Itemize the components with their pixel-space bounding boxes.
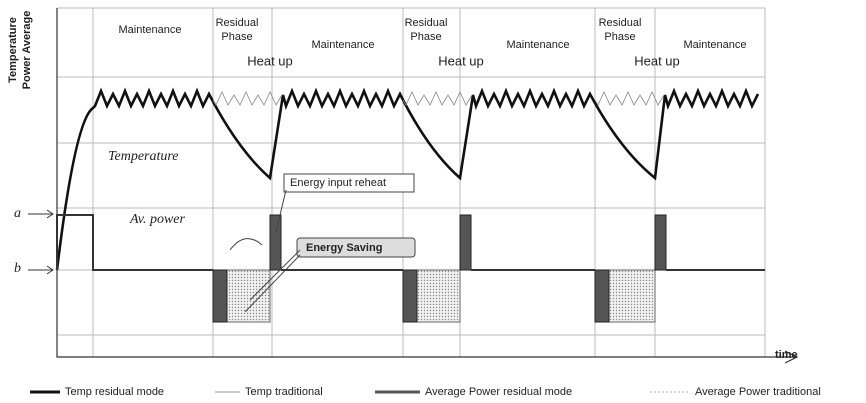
saving-area bbox=[226, 269, 271, 323]
residual-power bbox=[212, 269, 228, 323]
power-note: Av. power bbox=[129, 212, 186, 227]
phase-label: Residual Phase bbox=[599, 17, 642, 43]
temp-traditional bbox=[212, 91, 283, 106]
y-label: Temperature bbox=[7, 17, 19, 83]
level-b: b bbox=[14, 261, 21, 276]
callout-box bbox=[283, 173, 415, 193]
legend-label: Temp residual mode bbox=[65, 386, 164, 398]
level-a: a bbox=[14, 206, 21, 221]
phase-labels: Maintenance Residual Phase Heat up Maintenan… bbox=[119, 17, 747, 69]
phase-label: Maintenance bbox=[119, 24, 182, 36]
curves bbox=[55, 87, 765, 323]
power-residual bbox=[56, 214, 765, 271]
phase-label: Heat up bbox=[438, 53, 484, 68]
residual-power bbox=[402, 269, 418, 323]
y-label: Power Average bbox=[21, 11, 33, 90]
temp-residual bbox=[55, 87, 760, 271]
saving-area bbox=[608, 269, 656, 323]
energy-input: Energy input reheat bbox=[290, 177, 386, 189]
phase-label: Residual Phase bbox=[405, 17, 448, 43]
callout-lines bbox=[229, 189, 301, 313]
x-label: time bbox=[775, 349, 798, 361]
reheat-power bbox=[269, 214, 282, 271]
phase-label: Heat up bbox=[634, 53, 680, 68]
temp-traditional bbox=[402, 91, 473, 106]
temperature-note: Temperature bbox=[108, 149, 179, 164]
reheat-power bbox=[459, 214, 472, 271]
legend-label: Temp traditional bbox=[245, 386, 323, 398]
axis bbox=[56, 8, 799, 364]
legend-label: Average Power traditional bbox=[695, 386, 821, 398]
callout-box bbox=[296, 237, 416, 258]
legend-label: Average Power residual mode bbox=[425, 386, 572, 398]
phase-label: Residual Phase bbox=[216, 17, 259, 43]
reheat-power bbox=[654, 214, 667, 271]
temp-traditional bbox=[594, 91, 665, 106]
level-arrows bbox=[28, 209, 54, 275]
saving-area bbox=[416, 269, 461, 323]
phase-label: Maintenance bbox=[507, 39, 570, 51]
phase-label: Heat up bbox=[247, 53, 293, 68]
phase-label: Maintenance bbox=[312, 39, 375, 51]
residual-power bbox=[594, 269, 610, 323]
legend: Temp residual mode Temp traditional Averag… bbox=[30, 386, 821, 398]
phase-label: Maintenance bbox=[684, 39, 747, 51]
energy-saving: Energy Saving bbox=[306, 242, 382, 254]
